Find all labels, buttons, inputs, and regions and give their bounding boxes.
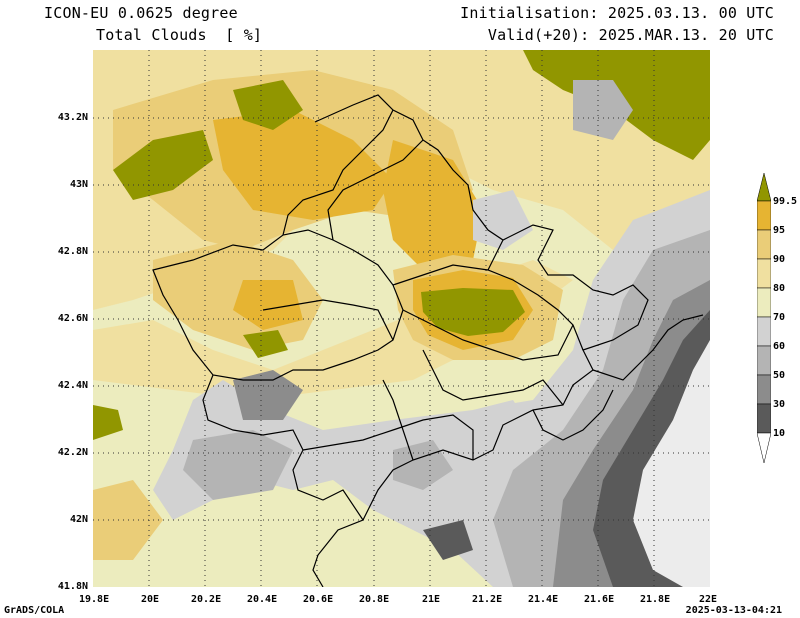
lon-label: 20.4E	[247, 594, 278, 605]
colorbar-label: 70	[773, 312, 786, 323]
lon-label: 20E	[141, 594, 160, 605]
lon-label: 20.2E	[191, 594, 222, 605]
lon-label: 19.8E	[79, 594, 110, 605]
lon-label: 21.6E	[584, 594, 615, 605]
colorbar-label: 95	[773, 225, 786, 236]
cloud-cover-map	[93, 50, 710, 587]
lat-label: 42N	[69, 514, 88, 525]
valid-time: Valid(+20): 2025.MAR.13. 20 UTC	[487, 26, 774, 44]
lon-label: 21.4E	[528, 594, 559, 605]
lat-label: 42.4N	[57, 380, 88, 391]
colorbar-label: 30	[773, 399, 786, 410]
lon-label: 21.2E	[472, 594, 503, 605]
footer-right: 2025-03-13-04:21	[685, 605, 782, 616]
lon-label: 21E	[422, 594, 441, 605]
lat-label: 42.8N	[57, 246, 88, 257]
lon-label: 20.6E	[303, 594, 334, 605]
colorbar-label: 60	[773, 341, 786, 352]
init-time: Initialisation: 2025.03.13. 00 UTC	[460, 4, 774, 22]
colorbar-label: 90	[773, 254, 786, 265]
colorbar	[756, 172, 772, 471]
lon-label: 22E	[699, 594, 718, 605]
colorbar-label: 80	[773, 283, 786, 294]
lon-label: 20.8E	[359, 594, 390, 605]
colorbar-label: 50	[773, 370, 786, 381]
colorbar-label: 99.5	[773, 196, 798, 207]
footer-left: GrADS/COLA	[4, 605, 65, 616]
model-title: ICON-EU 0.0625 degree	[44, 4, 238, 22]
colorbar-label: 10	[773, 428, 786, 439]
lon-label: 21.8E	[640, 594, 671, 605]
lat-label: 41.8N	[57, 581, 88, 592]
lat-label: 43.2N	[57, 112, 88, 123]
lat-label: 42.6N	[57, 313, 88, 324]
lat-label: 43N	[69, 179, 88, 190]
lat-label: 42.2N	[57, 447, 88, 458]
field-title: Total Clouds [ %]	[96, 26, 263, 44]
